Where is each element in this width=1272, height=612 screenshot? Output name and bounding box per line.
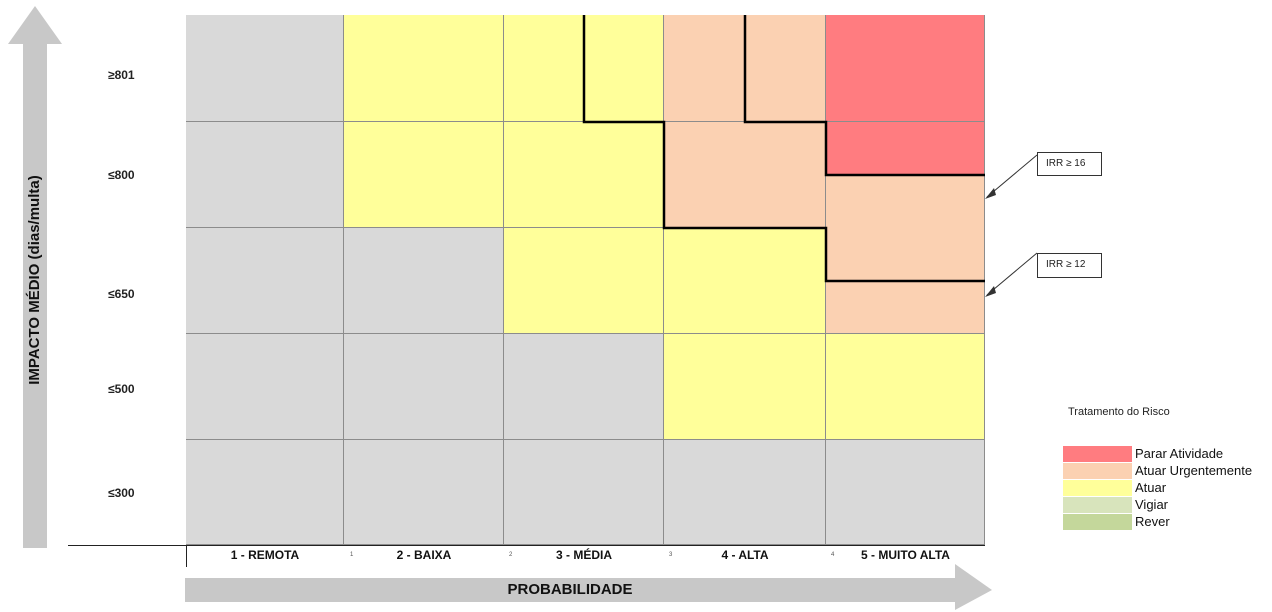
x-small-number: 1 <box>350 552 354 558</box>
matrix-cell <box>344 334 504 440</box>
x-level-label: 3 - MÉDIA <box>555 548 612 562</box>
matrix-cell-split <box>826 175 985 228</box>
x-small-number: 2 <box>509 552 513 558</box>
matrix-cell <box>504 334 664 440</box>
matrix-cell-split <box>826 228 985 281</box>
callout-pointer <box>986 154 1038 198</box>
x-level-label: 5 - MUITO ALTA <box>861 548 950 562</box>
x-level-label: 4 - ALTA <box>721 548 769 562</box>
x-axis-title: PROBABILIDADE <box>507 581 633 598</box>
matrix-cell <box>664 440 826 545</box>
x-small-number: 4 <box>831 552 835 558</box>
legend-swatch <box>1063 480 1132 496</box>
callout-pointer-head <box>985 286 996 297</box>
matrix-cell <box>344 15 504 122</box>
matrix-cell <box>826 440 985 545</box>
matrix-cell <box>186 440 344 545</box>
y-level-label: ≥801 <box>108 68 135 82</box>
matrix-cell <box>664 122 826 228</box>
matrix-cell <box>664 15 826 122</box>
matrix-cell <box>186 334 344 440</box>
legend-title: Tratamento do Risco <box>1068 406 1170 418</box>
y-level-label: ≤650 <box>108 287 135 301</box>
matrix-cell <box>664 334 826 440</box>
matrix-cell <box>504 122 664 228</box>
matrix-cell <box>504 15 664 122</box>
y-axis-line <box>186 545 187 567</box>
callout-pointer-head <box>985 188 996 199</box>
matrix-cell <box>826 15 985 122</box>
matrix-cell <box>664 228 826 334</box>
legend-label: Atuar <box>1135 480 1167 495</box>
matrix-cell <box>826 334 985 440</box>
matrix-cell <box>504 228 664 334</box>
callout-pointer <box>986 252 1038 296</box>
matrix-cell <box>344 122 504 228</box>
legend-swatch <box>1063 446 1132 462</box>
x-small-number: 3 <box>669 552 673 558</box>
matrix-cell <box>344 440 504 545</box>
legend-swatch <box>1063 463 1132 479</box>
legend-label: Parar Atividade <box>1135 446 1224 461</box>
x-axis-line <box>68 545 985 546</box>
x-level-label: 1 - REMOTA <box>230 548 300 562</box>
x-axis-arrow <box>185 564 992 610</box>
legend-label: Rever <box>1135 514 1170 529</box>
matrix-cell <box>344 228 504 334</box>
y-level-label: ≤800 <box>108 168 135 182</box>
legend-label: Vigiar <box>1135 497 1169 512</box>
legend-label: Atuar Urgentemente <box>1135 463 1253 478</box>
y-level-label: ≤500 <box>108 382 135 396</box>
y-level-label: ≤300 <box>108 486 135 500</box>
y-axis-arrow <box>8 6 62 548</box>
callout-irr-12: IRR ≥ 12 <box>1037 253 1102 278</box>
x-level-label: 2 - BAIXA <box>396 548 452 562</box>
matrix-cell <box>186 122 344 228</box>
legend-swatch <box>1063 514 1132 530</box>
callout-irr-16: IRR ≥ 16 <box>1037 152 1102 176</box>
legend-swatch <box>1063 497 1132 513</box>
y-axis-title: IMPACTO MÉDIO (dias/multa) <box>26 175 43 385</box>
matrix-cell <box>186 15 344 122</box>
matrix-cell <box>504 440 664 545</box>
matrix-cell <box>186 228 344 334</box>
risk-matrix <box>186 15 985 545</box>
